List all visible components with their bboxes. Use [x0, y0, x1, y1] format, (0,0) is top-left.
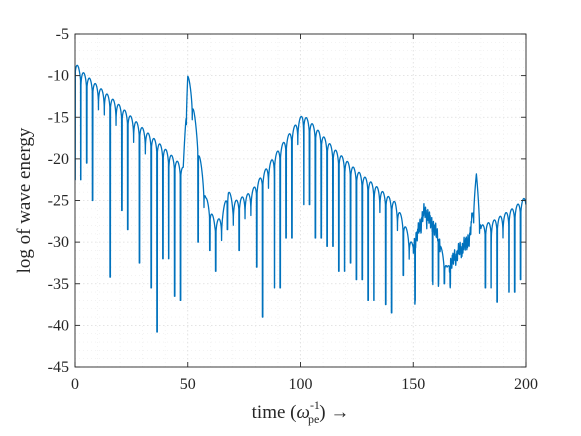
y-tick-label: -10: [48, 68, 69, 85]
x-tick-label: 100: [289, 376, 313, 393]
series-line: [74, 64, 527, 333]
y-tick-label: -25: [48, 193, 69, 210]
x-tick-label: 0: [71, 376, 79, 393]
y-axis-label: log of wave energy: [14, 127, 35, 273]
x-axis-label-superscript: -1: [310, 398, 320, 412]
x-tick-label: 150: [401, 376, 425, 393]
x-tick-label: 50: [180, 376, 196, 393]
y-tick-label: -20: [48, 151, 69, 168]
x-axis-label-subscript: pe: [308, 412, 319, 426]
y-tick-label: -5: [56, 26, 69, 43]
x-tick-label: 200: [514, 376, 538, 393]
series-line-layer: [74, 64, 527, 333]
x-axis-label: time (ω-1 pe) →: [252, 398, 350, 426]
y-tick-label: -30: [48, 234, 69, 251]
y-tick-label: -45: [48, 359, 69, 376]
axis-ticks: 0 50 100 150 200 -5 -10 -15 -20 -25 -30 -35 -40 -45: [48, 26, 538, 393]
x-axis-label-prefix: time (: [252, 402, 297, 423]
x-axis-label-symbol: ω: [297, 402, 310, 423]
y-tick-label: -15: [48, 109, 69, 126]
y-tick-label: -40: [48, 317, 69, 334]
grid: [74, 33, 527, 368]
y-tick-label: -35: [48, 276, 69, 293]
x-axis-label-suffix: ) →: [319, 402, 349, 423]
